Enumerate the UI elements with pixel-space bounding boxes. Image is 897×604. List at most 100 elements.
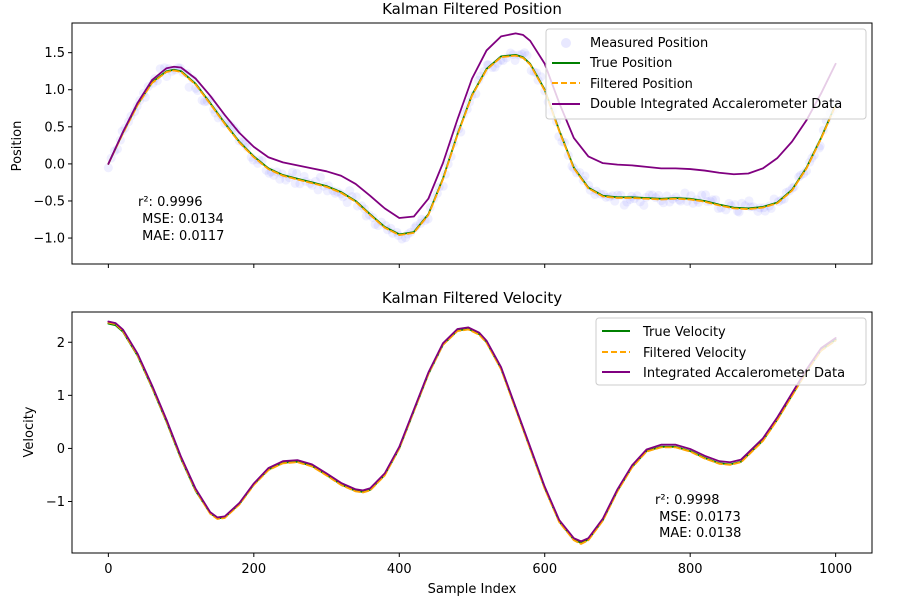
velocity-panel: Kalman Filtered Velocity Velocity Sample… <box>22 289 873 597</box>
measured-point <box>639 200 649 210</box>
y-tick-label: −1 <box>46 495 65 510</box>
measured-point <box>619 200 629 210</box>
measured-point <box>287 167 297 177</box>
measured-point <box>397 234 407 244</box>
legend-label-integrated-accel: Integrated Accalerometer Data <box>643 366 845 381</box>
position-y-ticks: −1.0 −0.5 0.0 0.5 1.0 1.5 <box>33 46 72 247</box>
measured-point <box>162 71 172 81</box>
x-tick-label: 600 <box>532 562 557 577</box>
measured-point <box>290 178 300 188</box>
position-title: Kalman Filtered Position <box>382 0 562 18</box>
measured-point <box>610 196 620 206</box>
series-line-filtered-velocity <box>107 321 837 545</box>
legend-label-filtered-position: Filtered Position <box>590 77 693 92</box>
velocity-ylabel: Velocity <box>22 406 37 457</box>
measured-point <box>281 175 291 185</box>
measured-point <box>744 196 754 206</box>
measured-point <box>734 207 744 217</box>
y-tick-label: 0 <box>57 442 65 457</box>
measured-point <box>575 167 585 177</box>
y-tick-label: −0.5 <box>33 194 65 209</box>
y-tick-label: 2 <box>57 336 65 351</box>
legend-label-filtered-velocity: Filtered Velocity <box>643 346 747 361</box>
measured-point <box>711 195 721 205</box>
measured-point <box>160 63 170 73</box>
measured-point <box>688 198 698 208</box>
legend-label-true-velocity: True Velocity <box>642 325 726 340</box>
x-tick-label: 1000 <box>819 562 852 577</box>
measured-point <box>315 172 325 182</box>
measured-point <box>103 163 113 173</box>
measured-point <box>584 180 594 190</box>
position-legend-box <box>545 28 867 120</box>
position-mse-text: MSE: 0.0134 <box>138 212 224 227</box>
measured-point <box>188 74 198 84</box>
velocity-mse-text: MSE: 0.0173 <box>655 510 741 525</box>
measured-point <box>779 194 789 204</box>
position-mae-text: MAE: 0.0117 <box>138 229 224 244</box>
x-tick-label: 0 <box>104 562 112 577</box>
measured-point <box>264 168 274 178</box>
measured-point <box>580 171 590 181</box>
measured-point <box>275 174 285 184</box>
velocity-legend: True Velocity Filtered Velocity Integrat… <box>595 317 867 386</box>
position-lines <box>107 32 837 236</box>
measured-point <box>635 197 645 207</box>
position-stats-annotation: r²: 0.9996 MSE: 0.0134 MAE: 0.0117 <box>138 195 224 244</box>
position-x-ticks <box>107 264 837 268</box>
velocity-lines <box>107 320 837 545</box>
velocity-mae-text: MAE: 0.0138 <box>655 526 741 541</box>
position-panel: Kalman Filtered Position Position −1.0 −0… <box>10 0 873 268</box>
y-tick-label: 1.5 <box>44 46 65 61</box>
measured-point <box>313 185 323 195</box>
series-line-integrated-accalerometer-data <box>107 320 837 543</box>
velocity-xlabel: Sample Index <box>428 582 517 597</box>
position-ylabel: Position <box>10 121 25 172</box>
legend-label-double-integrated: Double Integrated Accalerometer Data <box>590 97 842 112</box>
measured-point <box>769 194 779 204</box>
measured-point <box>700 190 710 200</box>
series-line-double-integrated-accalerometer-data <box>107 32 837 219</box>
measured-point <box>760 206 770 216</box>
velocity-r2-text: r²: 0.9998 <box>655 493 720 508</box>
measured-point <box>510 55 520 65</box>
y-tick-label: 1 <box>57 389 65 404</box>
velocity-y-ticks: −1 0 1 2 <box>46 336 72 510</box>
measured-point <box>697 190 707 200</box>
measured-point <box>647 190 657 200</box>
velocity-stats-annotation: r²: 0.9998 MSE: 0.0173 MAE: 0.0138 <box>655 493 741 541</box>
position-legend: Measured Position True Position Filtered… <box>545 28 867 120</box>
measured-point <box>184 82 194 92</box>
measured-point <box>376 217 386 227</box>
measured-point <box>345 186 355 196</box>
y-tick-label: 0.0 <box>44 157 65 172</box>
measured-point <box>520 48 530 58</box>
measured-point <box>292 168 302 178</box>
measured-point <box>737 198 747 208</box>
measured-point <box>622 197 632 207</box>
legend-label-measured: Measured Position <box>590 36 708 51</box>
measured-point <box>401 233 411 243</box>
y-tick-label: −1.0 <box>33 232 65 247</box>
measured-point <box>658 198 668 208</box>
velocity-x-ticks: 0 200 400 600 800 1000 <box>104 553 852 577</box>
x-tick-label: 800 <box>678 562 703 577</box>
measured-point <box>242 142 252 152</box>
x-tick-label: 400 <box>387 562 412 577</box>
measured-point <box>680 188 690 198</box>
series-line-filtered-position <box>107 54 837 236</box>
measured-point <box>342 198 352 208</box>
measured-point <box>197 95 207 105</box>
position-r2-text: r²: 0.9996 <box>138 195 203 210</box>
measured-point <box>213 113 223 123</box>
velocity-title: Kalman Filtered Velocity <box>382 289 562 307</box>
legend-label-true-position: True Position <box>589 56 672 71</box>
measured-point <box>299 171 309 181</box>
y-tick-label: 1.0 <box>44 83 65 98</box>
position-axes-frame <box>71 22 873 265</box>
velocity-legend-box <box>595 317 867 386</box>
x-tick-label: 200 <box>241 562 266 577</box>
measured-point <box>210 108 220 118</box>
velocity-axes-frame <box>71 311 873 554</box>
